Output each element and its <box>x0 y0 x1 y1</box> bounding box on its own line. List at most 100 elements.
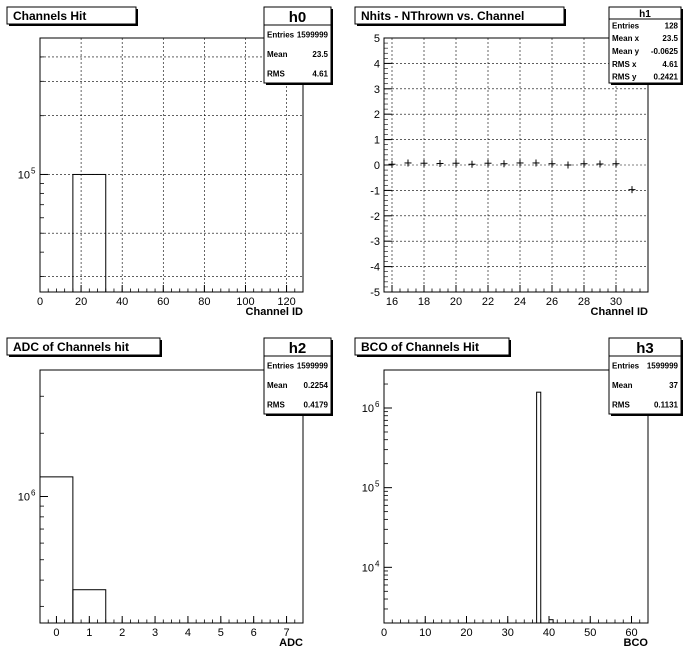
stats-name: h0 <box>289 9 307 26</box>
x-tick-label: 1 <box>86 627 92 639</box>
data-point <box>580 160 588 168</box>
stats-row: RMS x 4.61 <box>612 60 679 69</box>
x-tick-label: 120 <box>277 296 295 308</box>
x-tick-label: 50 <box>584 627 596 639</box>
stats-label: RMS x <box>612 60 637 69</box>
y-tick-label: -3 <box>370 236 380 248</box>
stats-value: 1599999 <box>297 362 329 371</box>
stats-row: Mean 37 <box>612 381 679 390</box>
y-tick-label: 0 <box>374 160 380 172</box>
stats-value: 4.61 <box>662 60 678 69</box>
data-point <box>404 159 412 167</box>
y-tick-label: 2 <box>374 109 380 121</box>
data-point <box>516 159 524 167</box>
stats-label: Mean <box>267 50 288 59</box>
x-tick-label: 2 <box>119 627 125 639</box>
data-point <box>468 160 476 168</box>
stats-label: Entries <box>612 362 640 371</box>
data-point <box>532 159 540 167</box>
data-point <box>564 161 572 169</box>
stats-value: 0.4179 <box>304 400 329 409</box>
x-axis-title: Channel ID <box>591 306 649 318</box>
chart-title-box: ADC of Channels hit <box>6 337 162 357</box>
x-tick-label: 20 <box>450 296 462 308</box>
title-frame <box>6 6 137 25</box>
stats-row: RMS 4.61 <box>267 69 329 78</box>
y-tick-base: 10 <box>362 403 374 415</box>
stats-name: h3 <box>636 340 654 357</box>
x-tick-label: 7 <box>284 627 290 639</box>
stats-row: Mean y -0.0625 <box>612 47 679 56</box>
stats-row: Mean 0.2254 <box>267 381 329 390</box>
stats-row: RMS y 0.2421 <box>612 73 679 82</box>
stats-label: RMS y <box>612 73 637 82</box>
stats-label: Entries <box>267 31 295 40</box>
data-point <box>452 159 460 167</box>
y-tick-label: 4 <box>374 58 380 70</box>
x-tick-label: 60 <box>625 627 637 639</box>
y-tick-exponent: 6 <box>375 400 380 409</box>
plot-frame <box>383 369 649 624</box>
x-tick-label: 60 <box>157 296 169 308</box>
x-tick-label: 28 <box>578 296 590 308</box>
stats-value: 1599999 <box>297 31 329 40</box>
stats-label: Mean <box>267 381 288 390</box>
stats-value: -0.0625 <box>651 47 679 56</box>
stats-value: 0.2254 <box>304 381 329 390</box>
y-tick-label: -2 <box>370 211 380 223</box>
stats-label: Entries <box>267 362 295 371</box>
stats-name: h1 <box>639 9 651 20</box>
x-axis-title: BCO <box>624 637 649 649</box>
stats-frame <box>263 337 332 415</box>
y-tick-label: 10^610 6 <box>18 489 36 504</box>
data-point <box>420 159 428 167</box>
stats-value: 37 <box>669 381 678 390</box>
stats-value: 4.61 <box>312 69 328 78</box>
x-tick-label: 18 <box>418 296 430 308</box>
title-frame <box>354 6 565 25</box>
stats-label: RMS <box>267 400 285 409</box>
stats-row: RMS 0.1131 <box>612 400 679 409</box>
y-axis: -5 -4 -3 -2 -1 0 1 2 3 4 5 <box>370 33 392 299</box>
chart-title: BCO of Channels Hit <box>361 340 479 354</box>
stats-row: Entries 1599999 <box>267 362 329 371</box>
y-tick-exponent: 4 <box>375 559 380 568</box>
y-tick-label: 10^510 5 <box>18 166 36 181</box>
data-point <box>628 186 636 194</box>
x-tick-label: 4 <box>185 627 191 639</box>
chart-title: ADC of Channels hit <box>13 340 129 354</box>
data-point <box>436 159 444 167</box>
plot-frame <box>39 369 304 624</box>
x-tick-label: 0 <box>37 296 43 308</box>
x-tick-label: 6 <box>251 627 257 639</box>
stats-value: 0.2421 <box>654 73 679 82</box>
y-axis: 10^510 5 <box>18 56 48 277</box>
data-point <box>548 160 556 168</box>
x-tick-label: 16 <box>386 296 398 308</box>
stats-value: 128 <box>665 21 679 30</box>
data-point <box>500 160 508 168</box>
stats-row: Entries 1599999 <box>267 31 329 40</box>
stats-row: Entries 128 <box>612 21 679 30</box>
stats-label: RMS <box>612 400 630 409</box>
stats-box: h0 Entries 1599999 Mean 23.5 RMS 4.61 <box>263 6 333 85</box>
y-tick-label: 10^410 4 <box>362 559 380 574</box>
x-tick-label: 100 <box>236 296 254 308</box>
data-point <box>612 160 620 168</box>
title-frame <box>354 337 510 356</box>
stats-frame <box>263 6 332 84</box>
x-tick-label: 5 <box>218 627 224 639</box>
stats-row: Entries 1599999 <box>612 362 679 371</box>
stats-row: Mean 23.5 <box>267 50 329 59</box>
x-tick-label: 40 <box>116 296 128 308</box>
chart-title-box: Nhits - NThrown vs. Channel <box>354 6 566 26</box>
y-tick-exponent: 5 <box>31 166 36 175</box>
